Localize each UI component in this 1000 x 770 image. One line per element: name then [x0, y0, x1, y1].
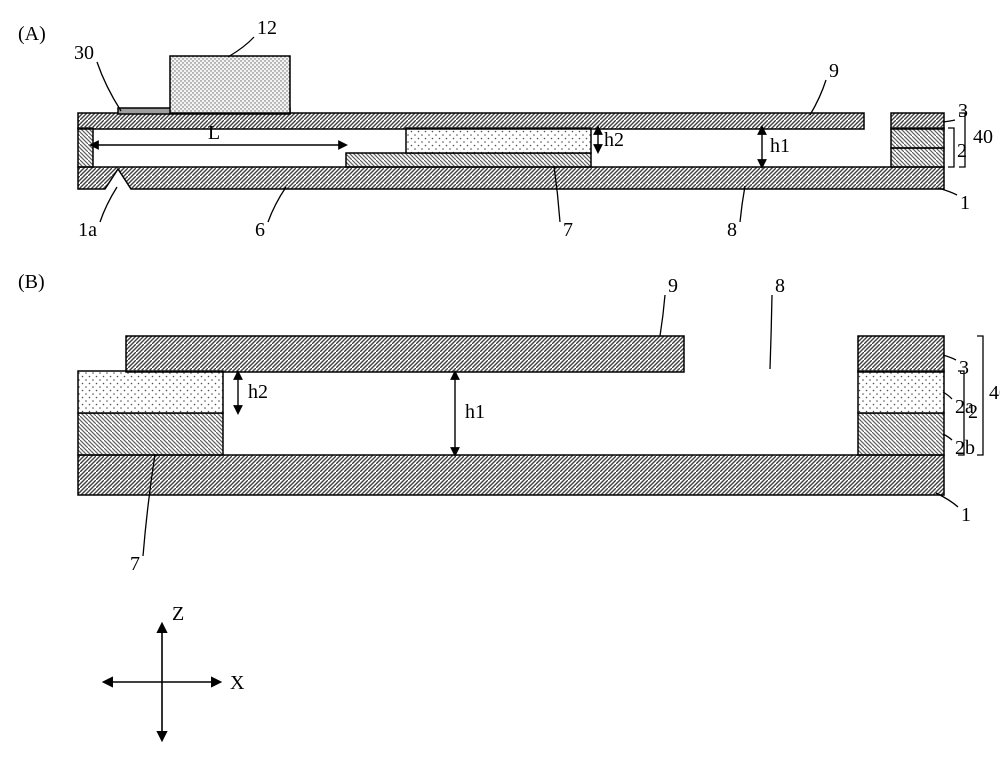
- label-a-8-leader: [740, 186, 745, 222]
- panel-a-tag: (A): [18, 23, 46, 45]
- dim-L: L: [208, 122, 220, 144]
- layer-1: [78, 167, 944, 189]
- panel-b: (B)h1h2240137892a2b: [18, 271, 1000, 575]
- dim-h2-b: h2: [248, 381, 268, 403]
- layer-7-top: [78, 371, 223, 413]
- label-b-8: 8: [775, 275, 785, 297]
- layer-2-right-bot: [891, 148, 944, 167]
- label-b-2a: 2a: [955, 396, 974, 418]
- layer-3-b: [126, 336, 684, 372]
- layer-3: [78, 113, 864, 129]
- label-a-1-leader: [938, 188, 957, 195]
- layer-2a: [858, 371, 944, 413]
- bracket-40-b: [977, 336, 983, 455]
- label-a-1a: 1a: [78, 219, 97, 241]
- block-12: [170, 56, 290, 113]
- layer-2-right-top: [891, 128, 944, 148]
- dim-h1: h1: [770, 135, 790, 157]
- label-a-6-leader: [268, 187, 286, 222]
- bracket-2-a: [948, 128, 954, 167]
- layer-7: [406, 128, 591, 153]
- label-b-8-leader: [770, 295, 772, 369]
- label-a-3-leader: [943, 120, 955, 122]
- label-a-12-leader: [228, 37, 254, 57]
- label-b-9: 9: [668, 275, 678, 297]
- diagram-canvas: (A)Lh1h224013678912301a (B)h1h2240137892…: [0, 0, 1000, 770]
- label-b-7: 7: [130, 553, 140, 575]
- layer-2-left: [78, 128, 93, 167]
- label-a-6: 6: [255, 219, 265, 241]
- dim-h1-b: h1: [465, 401, 485, 423]
- panel-b-tag: (B): [18, 271, 45, 293]
- layer-1-b: [78, 455, 944, 495]
- label-a-12: 12: [257, 17, 277, 39]
- label-a-30: 30: [74, 42, 94, 64]
- bracket-40-a-label: 40: [973, 126, 993, 148]
- axis-x-label: X: [230, 672, 245, 694]
- layer-2b: [858, 413, 944, 455]
- label-b-1-leader: [936, 493, 958, 507]
- label-a-30-leader: [97, 62, 121, 111]
- label-a-7: 7: [563, 219, 573, 241]
- layer-7-bot: [78, 413, 223, 455]
- axis-z-label: Z: [172, 603, 184, 625]
- label-a-3: 3: [958, 100, 968, 122]
- panel-a: (A)Lh1h224013678912301a: [18, 17, 993, 241]
- label-a-9-leader: [810, 80, 826, 115]
- label-b-3: 3: [959, 357, 969, 379]
- label-a-1a-leader: [100, 187, 117, 222]
- label-a-9: 9: [829, 60, 839, 82]
- layer-6: [346, 153, 591, 167]
- dim-h2: h2: [604, 129, 624, 151]
- label-b-9-leader: [660, 295, 665, 336]
- label-a-8: 8: [727, 219, 737, 241]
- label-b-1: 1: [961, 504, 971, 526]
- layer-3-right: [891, 113, 944, 129]
- label-b-3-leader: [943, 355, 956, 360]
- bracket-40-b-label: 40: [989, 382, 1000, 404]
- axes: XZ: [104, 603, 245, 740]
- label-b-2b: 2b: [955, 437, 975, 459]
- layer-3-b-right: [858, 336, 944, 372]
- label-a-1: 1: [960, 192, 970, 214]
